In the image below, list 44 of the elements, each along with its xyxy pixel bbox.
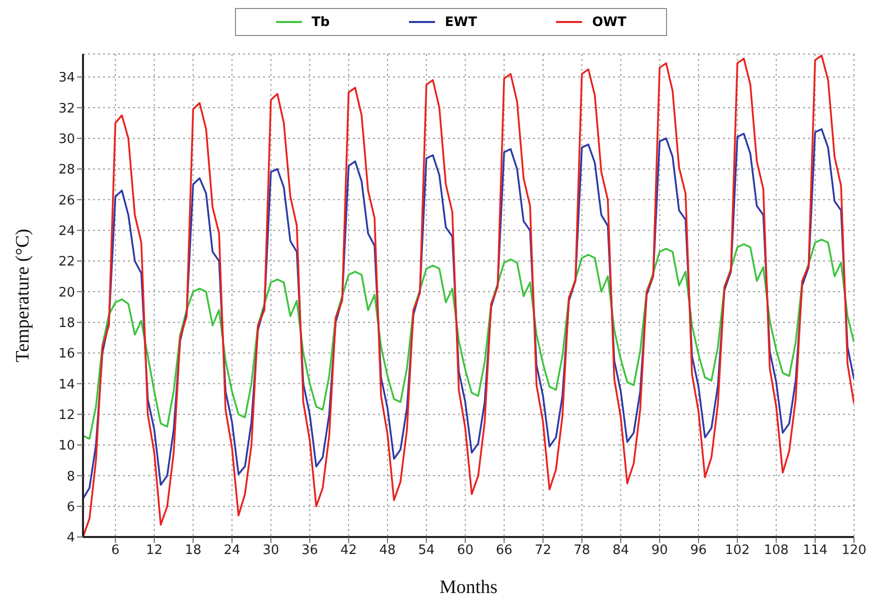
x-tick-label: 60 xyxy=(456,543,474,558)
x-tick-label: 6 xyxy=(111,543,120,558)
line-series xyxy=(83,128,854,500)
y-tick-label: 18 xyxy=(58,316,75,331)
x-tick-label: 96 xyxy=(690,543,707,558)
y-tick-label: 12 xyxy=(58,408,75,423)
x-tick-label: 24 xyxy=(224,543,240,558)
y-tick-label: 34 xyxy=(58,70,75,86)
x-tick-label: 66 xyxy=(496,543,512,558)
y-tick-label: 14 xyxy=(58,377,75,392)
y-tick-label: 10 xyxy=(58,438,75,454)
legend-label: EWT xyxy=(444,14,477,30)
x-axis-title: Months xyxy=(439,577,498,598)
x-tick-label: 30 xyxy=(262,543,280,558)
x-tick-label: 36 xyxy=(301,543,318,558)
y-tick-label: 26 xyxy=(58,193,75,208)
y-tick-label: 8 xyxy=(66,469,75,484)
y-tick-label: 30 xyxy=(58,132,75,147)
x-tick-label: 54 xyxy=(418,543,435,558)
x-tick-label: 108 xyxy=(764,543,789,558)
legend-label: Tb xyxy=(312,14,330,30)
x-tick-label: 120 xyxy=(842,543,866,558)
x-tick-label: 90 xyxy=(651,543,668,558)
x-tick-label: 84 xyxy=(612,543,630,558)
x-tick-label: 102 xyxy=(724,543,750,558)
legend-label: OWT xyxy=(592,14,626,30)
x-tick-label: 114 xyxy=(802,543,828,558)
y-tick-label: 16 xyxy=(58,346,75,362)
line-series xyxy=(83,238,854,440)
y-axis-title: Temperature (°C) xyxy=(12,228,34,362)
x-tick-label: 72 xyxy=(534,543,552,558)
x-tick-label: 78 xyxy=(574,543,590,558)
line-series xyxy=(83,54,854,537)
x-tick-label: 12 xyxy=(146,543,163,558)
y-tick-label: 20 xyxy=(58,285,75,300)
y-tick-label: 6 xyxy=(66,500,75,515)
y-tick-label: 32 xyxy=(58,101,75,116)
y-tick-label: 24 xyxy=(58,224,75,239)
x-tick-label: 48 xyxy=(379,543,396,558)
y-tick-label: 28 xyxy=(58,162,75,178)
y-tick-label: 4 xyxy=(66,530,75,546)
y-tick-label: 22 xyxy=(58,254,75,270)
x-tick-label: 18 xyxy=(184,543,202,558)
x-tick-label: 42 xyxy=(340,543,357,558)
